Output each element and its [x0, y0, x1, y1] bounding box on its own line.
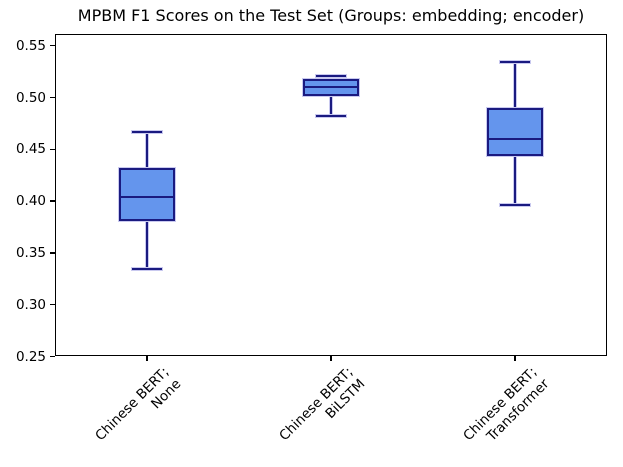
y-tick-label: 0.40 — [15, 193, 46, 210]
lower-cap — [316, 115, 346, 118]
y-tick-mark — [50, 200, 55, 202]
x-tick-mark — [330, 356, 332, 361]
lower-cap — [132, 268, 162, 271]
y-tick-label: 0.25 — [15, 348, 46, 365]
y-tick-label: 0.30 — [15, 296, 46, 313]
x-tick-label: Chinese BERT; None — [92, 364, 185, 445]
y-tick-mark — [50, 252, 55, 254]
x-tick-mark — [146, 356, 148, 361]
box — [119, 167, 175, 221]
y-tick-label: 0.55 — [15, 37, 46, 54]
median-line — [303, 86, 359, 89]
y-tick-mark — [50, 148, 55, 151]
box — [487, 107, 543, 156]
upper-whisker — [330, 75, 332, 79]
lower-cap — [500, 204, 530, 207]
y-tick-label: 0.35 — [15, 244, 46, 261]
median-line — [119, 195, 175, 198]
x-tick-label: Chinese BERT; Transformer — [460, 364, 553, 445]
y-tick-label: 0.45 — [15, 141, 46, 158]
x-tick-mark — [514, 356, 516, 361]
x-tick-label: Chinese BERT; BiLSTM — [276, 364, 369, 445]
y-tick-mark — [50, 303, 55, 306]
lower-whisker — [330, 96, 332, 117]
upper-whisker — [146, 131, 148, 168]
upper-cap — [500, 61, 530, 64]
lower-whisker — [514, 155, 516, 206]
chart-title: MPBM F1 Scores on the Test Set (Groups: … — [77, 6, 585, 25]
y-tick-mark — [50, 44, 55, 47]
upper-whisker — [514, 62, 516, 108]
lower-whisker — [146, 220, 148, 270]
upper-cap — [316, 74, 346, 77]
y-tick-label: 0.50 — [15, 89, 46, 106]
y-tick-mark — [50, 96, 55, 99]
y-tick-mark — [50, 355, 55, 358]
upper-cap — [132, 130, 162, 133]
median-line — [487, 137, 543, 140]
